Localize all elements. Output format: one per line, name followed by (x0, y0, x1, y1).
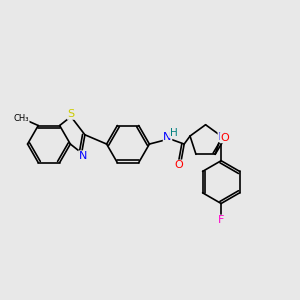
Text: O: O (175, 160, 183, 170)
Text: N: N (218, 132, 226, 142)
Text: F: F (218, 215, 224, 225)
Text: O: O (220, 133, 229, 143)
Text: N: N (79, 151, 87, 161)
Text: N: N (163, 132, 172, 142)
Text: S: S (68, 109, 74, 119)
Text: H: H (169, 128, 177, 138)
Text: CH₃: CH₃ (14, 115, 29, 124)
